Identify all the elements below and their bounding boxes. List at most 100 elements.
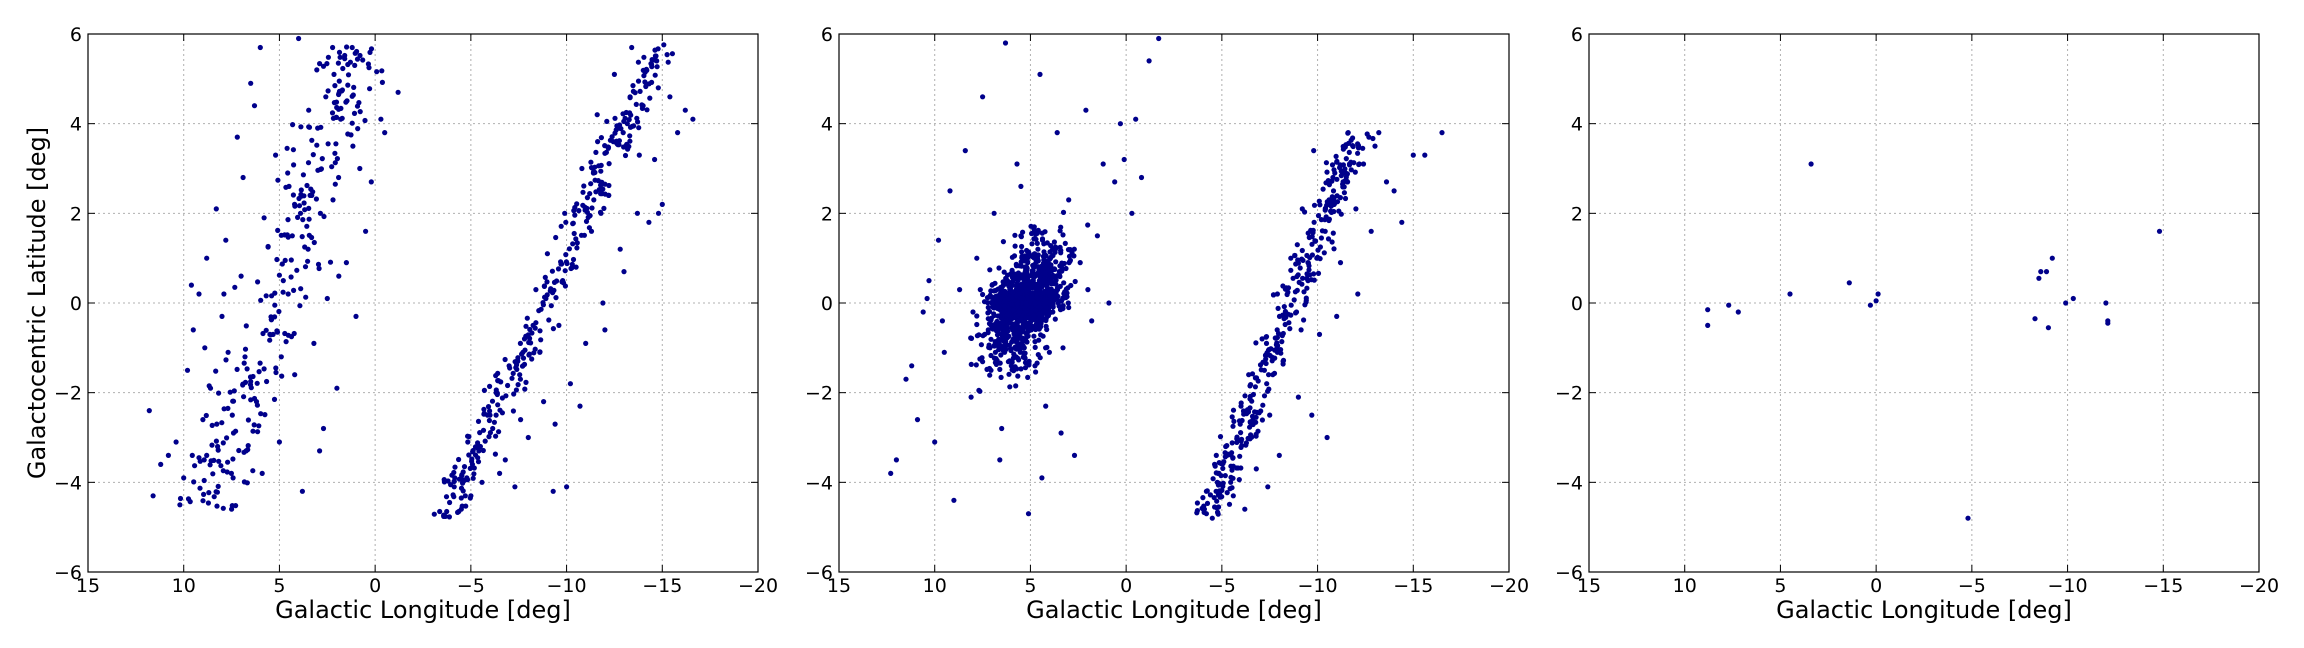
data-point: [635, 78, 642, 84]
data-point: [1032, 339, 1038, 345]
data-point: [1001, 269, 1007, 275]
data-point: [251, 422, 257, 428]
data-point: [1012, 232, 1018, 238]
data-point: [986, 342, 992, 348]
data-point: [1014, 366, 1020, 372]
data-point: [563, 219, 569, 225]
data-point: [1018, 366, 1024, 372]
data-point: [285, 170, 291, 176]
data-point: [584, 195, 591, 201]
data-point: [231, 388, 237, 394]
data-point: [248, 385, 254, 391]
data-point: [355, 126, 361, 132]
data-point: [437, 508, 443, 515]
data-point: [1001, 309, 1007, 315]
data-point: [1209, 515, 1215, 521]
y-tick-label: −6: [1555, 562, 1583, 584]
data-point: [947, 188, 953, 194]
panel-3: 15 10 5 0 −5 −10 −15 −20 6 4 2 0 −2 −4 −6 Galactic Long…: [1555, 24, 2279, 624]
data-point: [1288, 267, 1294, 273]
data-point: [1001, 339, 1007, 345]
data-point: [1238, 438, 1244, 444]
data-point: [459, 503, 465, 509]
data-point: [347, 59, 353, 65]
data-point: [951, 497, 957, 503]
data-point: [1015, 330, 1021, 336]
data-point: [460, 480, 466, 486]
data-point: [299, 234, 305, 240]
data-point: [652, 72, 658, 78]
data-point: [1033, 369, 1039, 375]
data-point: [1265, 484, 1271, 490]
data-point: [300, 217, 306, 223]
data-point: [635, 119, 641, 125]
data-point: [1054, 273, 1060, 279]
data-point: [1032, 307, 1038, 313]
data-point: [301, 193, 307, 199]
data-point: [581, 183, 587, 189]
data-point: [1272, 355, 1278, 361]
data-point: [270, 331, 276, 337]
data-point: [634, 210, 641, 216]
data-point: [994, 319, 1000, 325]
data-point: [475, 443, 481, 449]
data-point: [1203, 511, 1209, 517]
data-point: [213, 438, 219, 444]
data-point: [1012, 243, 1018, 249]
data-point: [448, 482, 454, 488]
data-point: [995, 313, 1001, 319]
data-point: [1228, 474, 1234, 480]
data-point: [1315, 247, 1321, 253]
data-point: [1311, 148, 1317, 154]
data-point: [1047, 301, 1053, 307]
data-point: [560, 280, 567, 286]
data-point: [1100, 161, 1106, 167]
data-point: [481, 406, 487, 412]
data-point: [379, 79, 385, 85]
data-point: [283, 339, 289, 345]
data-point: [2036, 275, 2042, 281]
data-point: [583, 340, 589, 346]
data-point: [1060, 345, 1066, 351]
data-point: [242, 346, 249, 352]
data-point: [458, 495, 464, 501]
data-point: [1037, 71, 1043, 77]
data-point: [556, 322, 562, 328]
data-point: [1227, 486, 1233, 492]
data-point: [325, 88, 331, 94]
data-point: [336, 273, 342, 279]
data-point: [256, 423, 262, 429]
data-point: [654, 58, 660, 64]
data-point: [926, 278, 932, 284]
data-point: [482, 438, 488, 444]
data-point: [1253, 414, 1259, 420]
y-tick-label: 4: [70, 114, 82, 136]
data-point: [1266, 386, 1272, 392]
data-point: [1285, 285, 1292, 291]
data-point: [306, 107, 312, 113]
data-point: [1283, 309, 1289, 315]
y-tick-label: −4: [1555, 472, 1583, 494]
data-point: [622, 152, 629, 159]
data-point: [1368, 228, 1374, 234]
data-point: [1018, 183, 1024, 189]
data-point: [225, 459, 231, 465]
data-point: [513, 387, 520, 393]
data-point: [324, 61, 330, 67]
data-point: [255, 429, 261, 435]
data-point: [1036, 326, 1042, 332]
data-point: [1001, 290, 1007, 296]
data-point: [499, 410, 505, 416]
data-point: [1224, 490, 1230, 496]
data-point: [1015, 373, 1021, 379]
data-point: [512, 484, 518, 490]
data-point: [350, 143, 356, 149]
data-point: [292, 203, 298, 209]
data-point: [605, 144, 611, 150]
data-point: [466, 452, 472, 458]
data-point: [1360, 145, 1366, 151]
y-tick-label: 6: [821, 24, 833, 46]
data-point: [213, 368, 219, 374]
data-point: [1009, 359, 1015, 365]
data-point: [275, 227, 281, 233]
